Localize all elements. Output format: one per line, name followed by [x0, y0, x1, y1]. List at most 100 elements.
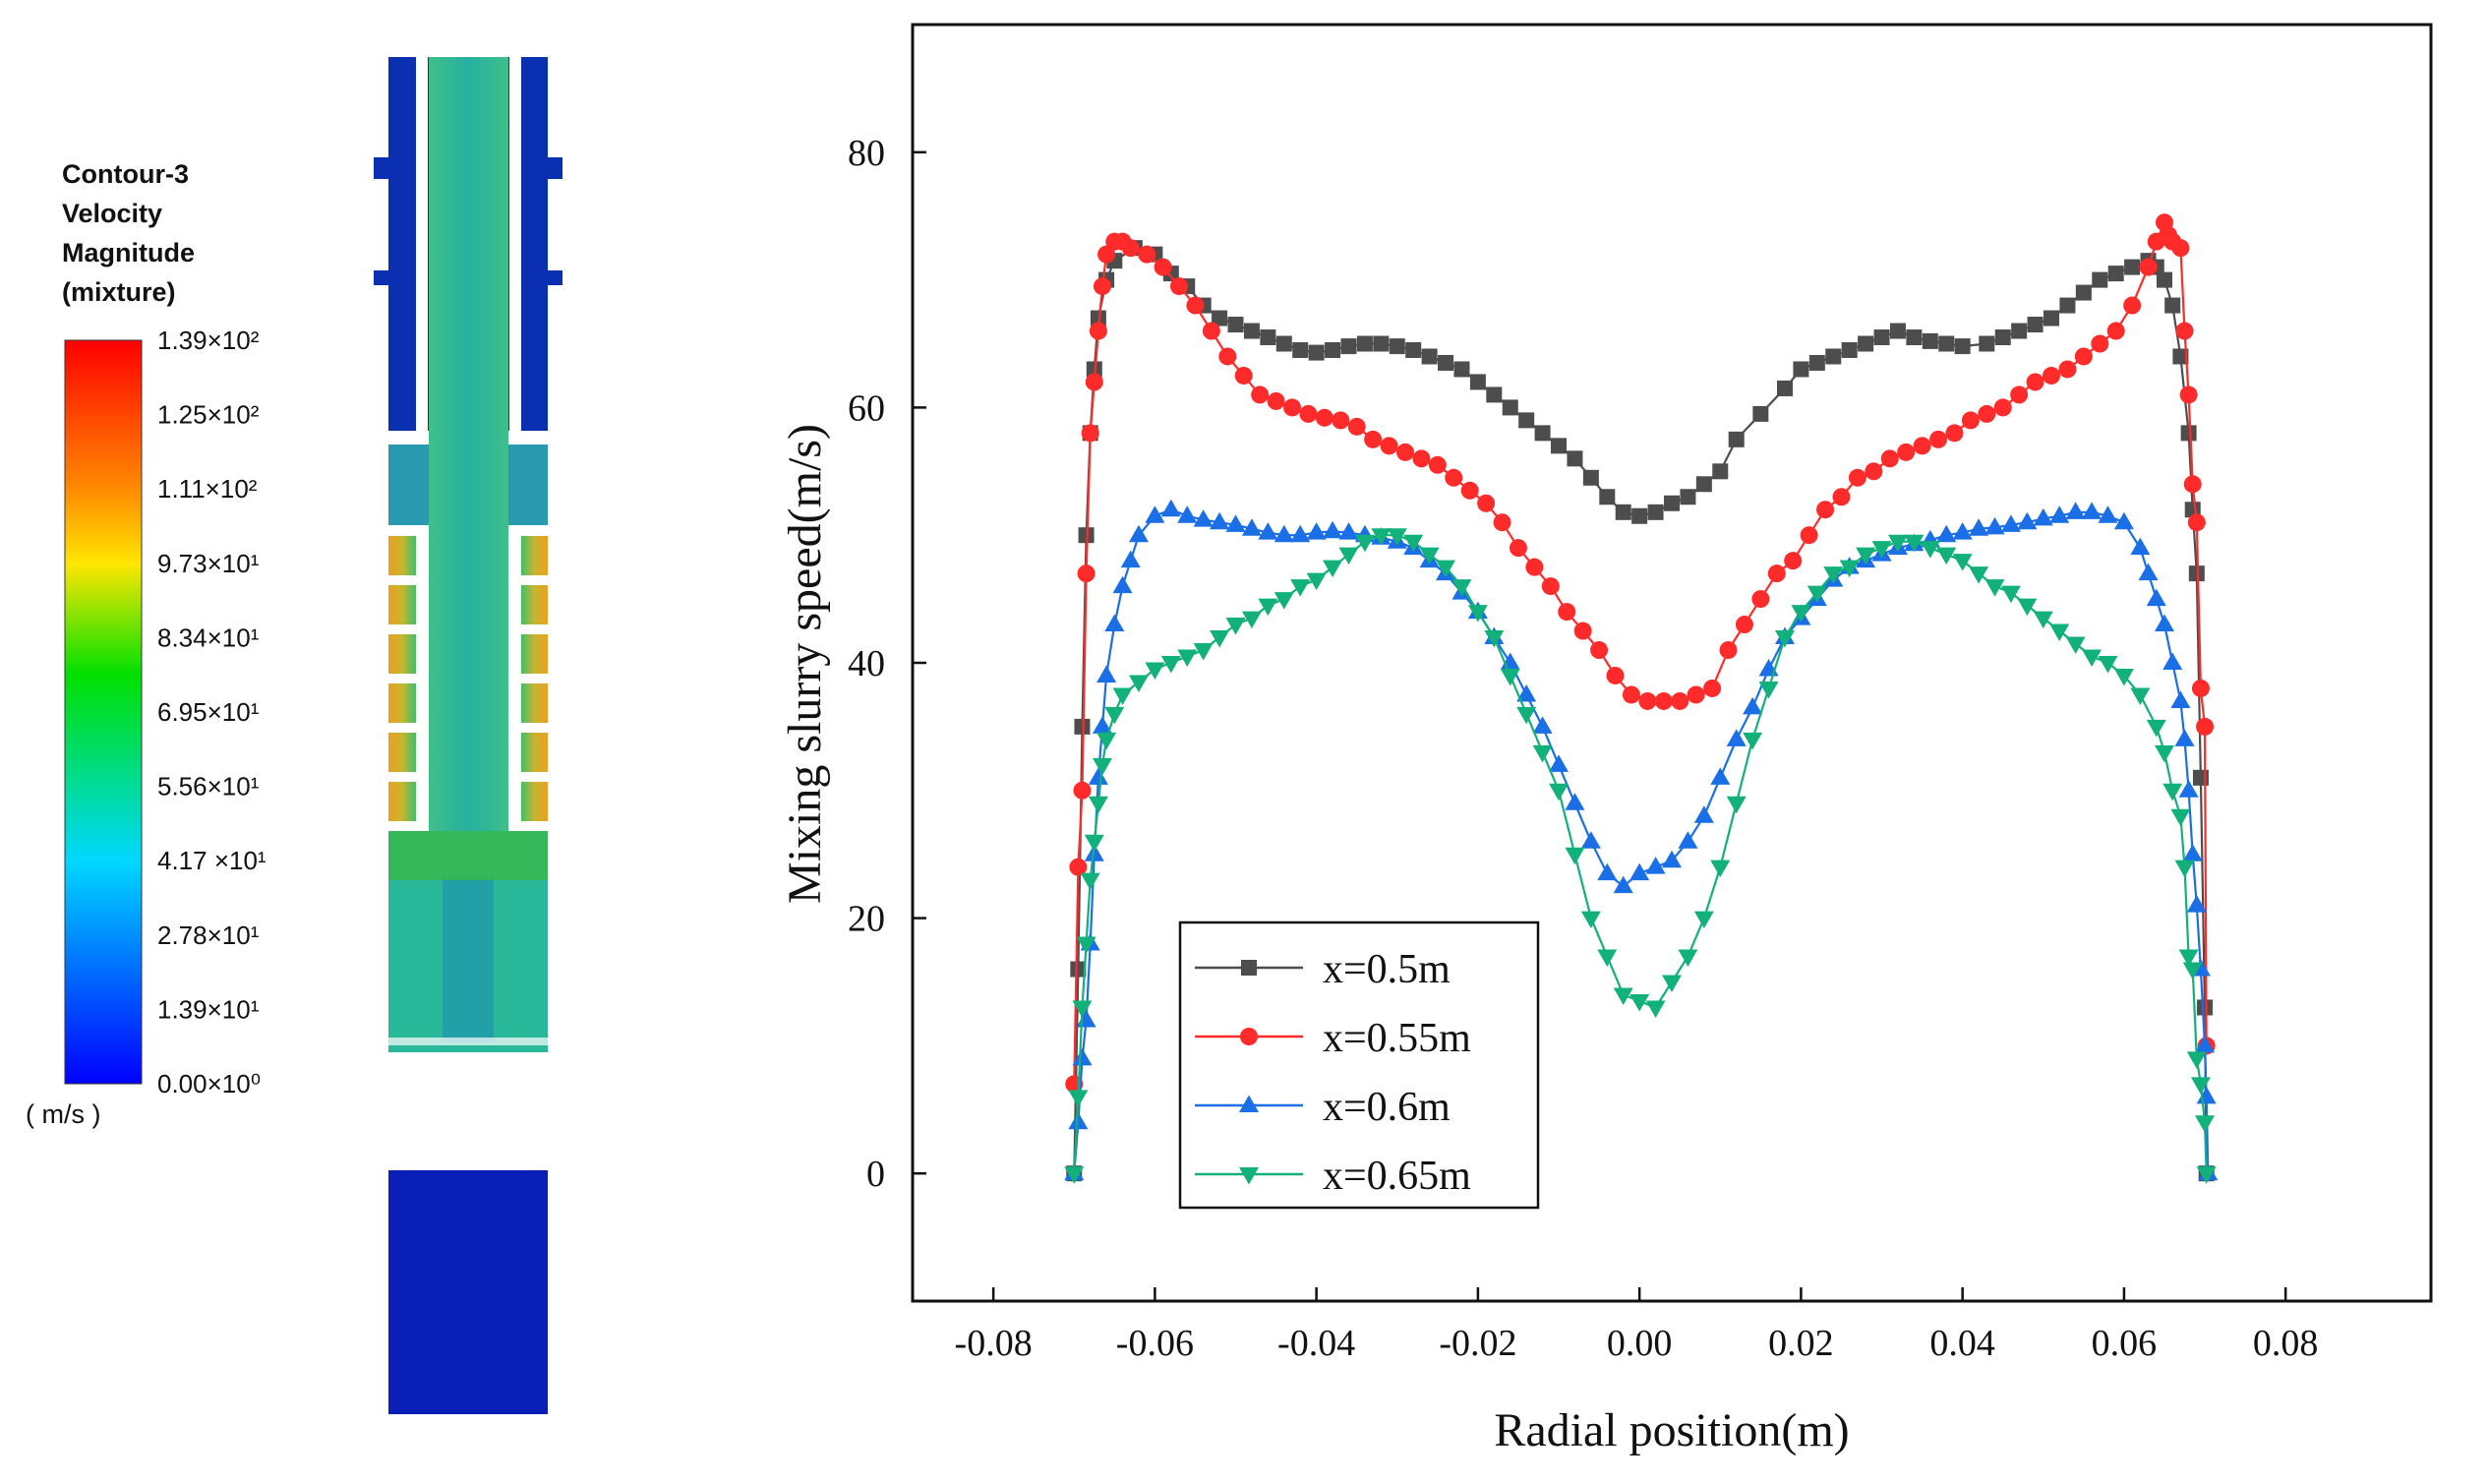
data-point	[2139, 258, 2158, 276]
chart: -0.08 -0.06 -0.04 -0.02 0.00 0.02 0.04 0.06 0.08…	[779, 23, 2433, 1456]
data-point	[2182, 844, 2203, 861]
data-point	[1693, 805, 1714, 823]
colorbar-tick-label: 1.39×10²	[157, 326, 260, 355]
colorbar-title-line: Contour-3	[62, 159, 189, 189]
legend-entry: x=0.5m	[1195, 947, 1451, 992]
x-tick-label: -0.02	[1439, 1323, 1516, 1364]
legend-label: x=0.65m	[1323, 1154, 1471, 1199]
data-point	[1145, 505, 1165, 523]
data-point	[2178, 780, 2199, 798]
data-point	[1825, 348, 1842, 365]
heat-cell	[521, 536, 548, 575]
data-point	[1177, 649, 1198, 668]
data-point	[2162, 783, 2183, 801]
data-point	[2196, 1166, 2217, 1184]
data-point	[1936, 524, 1957, 543]
data-point	[2172, 348, 2189, 365]
data-point	[2197, 999, 2214, 1016]
x-tick-label: 0.06	[2092, 1323, 2158, 1364]
x-tick-label: 0.08	[2253, 1323, 2319, 1364]
data-point	[1460, 481, 1479, 500]
data-point	[1225, 514, 1246, 532]
data-point	[1070, 961, 1087, 978]
data-point	[2183, 475, 2202, 494]
data-point	[2058, 360, 2077, 379]
data-point	[1664, 495, 1680, 511]
colorbar-tick-label: 1.11×10²	[157, 474, 258, 504]
data-point	[1906, 329, 1923, 346]
data-point	[1887, 534, 1908, 553]
data-point	[1743, 732, 1763, 750]
data-point	[1267, 391, 1285, 410]
data-point	[1807, 585, 1827, 604]
data-point	[1823, 566, 1844, 584]
legend-swatch-marker	[1240, 1028, 1258, 1045]
chamber-top-band	[388, 831, 548, 880]
data-point	[1193, 509, 1214, 527]
data-point	[1210, 511, 1230, 530]
data-point	[1541, 577, 1560, 596]
data-point	[2154, 744, 2174, 763]
data-point	[1613, 987, 1633, 1005]
legend-swatch-marker	[1241, 960, 1257, 976]
data-point	[1202, 322, 1220, 340]
data-point	[2174, 729, 2195, 746]
data-point	[2059, 297, 2076, 314]
legend-entry: x=0.6m	[1195, 1085, 1451, 1130]
data-point	[1680, 489, 1696, 505]
data-point	[1088, 767, 1108, 785]
data-point	[1873, 329, 1890, 346]
data-point	[1290, 524, 1311, 543]
data-point	[1969, 566, 1989, 584]
data-point	[1251, 386, 1270, 404]
y-tick-label: 20	[848, 899, 885, 940]
data-point	[1645, 857, 1666, 874]
data-point	[2170, 690, 2191, 708]
data-point	[1558, 603, 1576, 622]
data-point	[1128, 524, 1149, 543]
data-point	[1081, 424, 1099, 443]
data-point	[1629, 993, 1650, 1012]
data-point	[1258, 522, 1278, 540]
heat-cell	[388, 585, 416, 624]
data-point	[1712, 463, 1729, 480]
data-point	[1128, 675, 1149, 692]
data-point	[1671, 691, 1689, 710]
data-point	[1751, 590, 1770, 609]
data-point	[1582, 469, 1599, 486]
data-point	[1323, 520, 1343, 539]
data-point	[1258, 598, 1278, 617]
data-point	[1500, 668, 1520, 686]
data-point	[1865, 462, 1883, 481]
heat-cell	[388, 683, 416, 723]
data-point	[1354, 534, 1375, 553]
outlet-cap	[388, 1038, 548, 1045]
data-point	[2000, 514, 2021, 532]
legend-entries: x=0.5m x=0.55m x=0.6m x=0.65m	[1195, 947, 1471, 1199]
data-point	[2170, 808, 2191, 827]
data-point	[1645, 1000, 1666, 1018]
heat-cell	[521, 683, 548, 723]
data-point	[2171, 239, 2190, 258]
data-point	[1929, 430, 1948, 448]
data-point	[2026, 373, 2044, 391]
data-point	[1525, 558, 1544, 576]
data-point	[1631, 507, 1648, 524]
data-point	[1871, 541, 1892, 559]
data-point	[1565, 847, 1585, 865]
data-point	[2192, 769, 2209, 786]
colorbar-tick-label: 4.17 ×10¹	[157, 846, 267, 875]
heat-cell	[388, 536, 416, 575]
colorbar-tick-label: 0.00×10⁰	[157, 1069, 261, 1098]
data-point	[2049, 505, 2070, 523]
data-point	[1093, 757, 1112, 776]
data-point	[1074, 718, 1091, 735]
data-point	[1160, 656, 1181, 674]
y-axis-label: Mixing slurry speed(m/s)	[779, 424, 831, 904]
data-point	[1275, 335, 1292, 352]
heat-cell	[388, 782, 416, 821]
data-point	[1193, 643, 1214, 661]
data-point	[1695, 476, 1712, 493]
data-point	[1565, 793, 1585, 810]
data-point	[1791, 605, 1811, 623]
